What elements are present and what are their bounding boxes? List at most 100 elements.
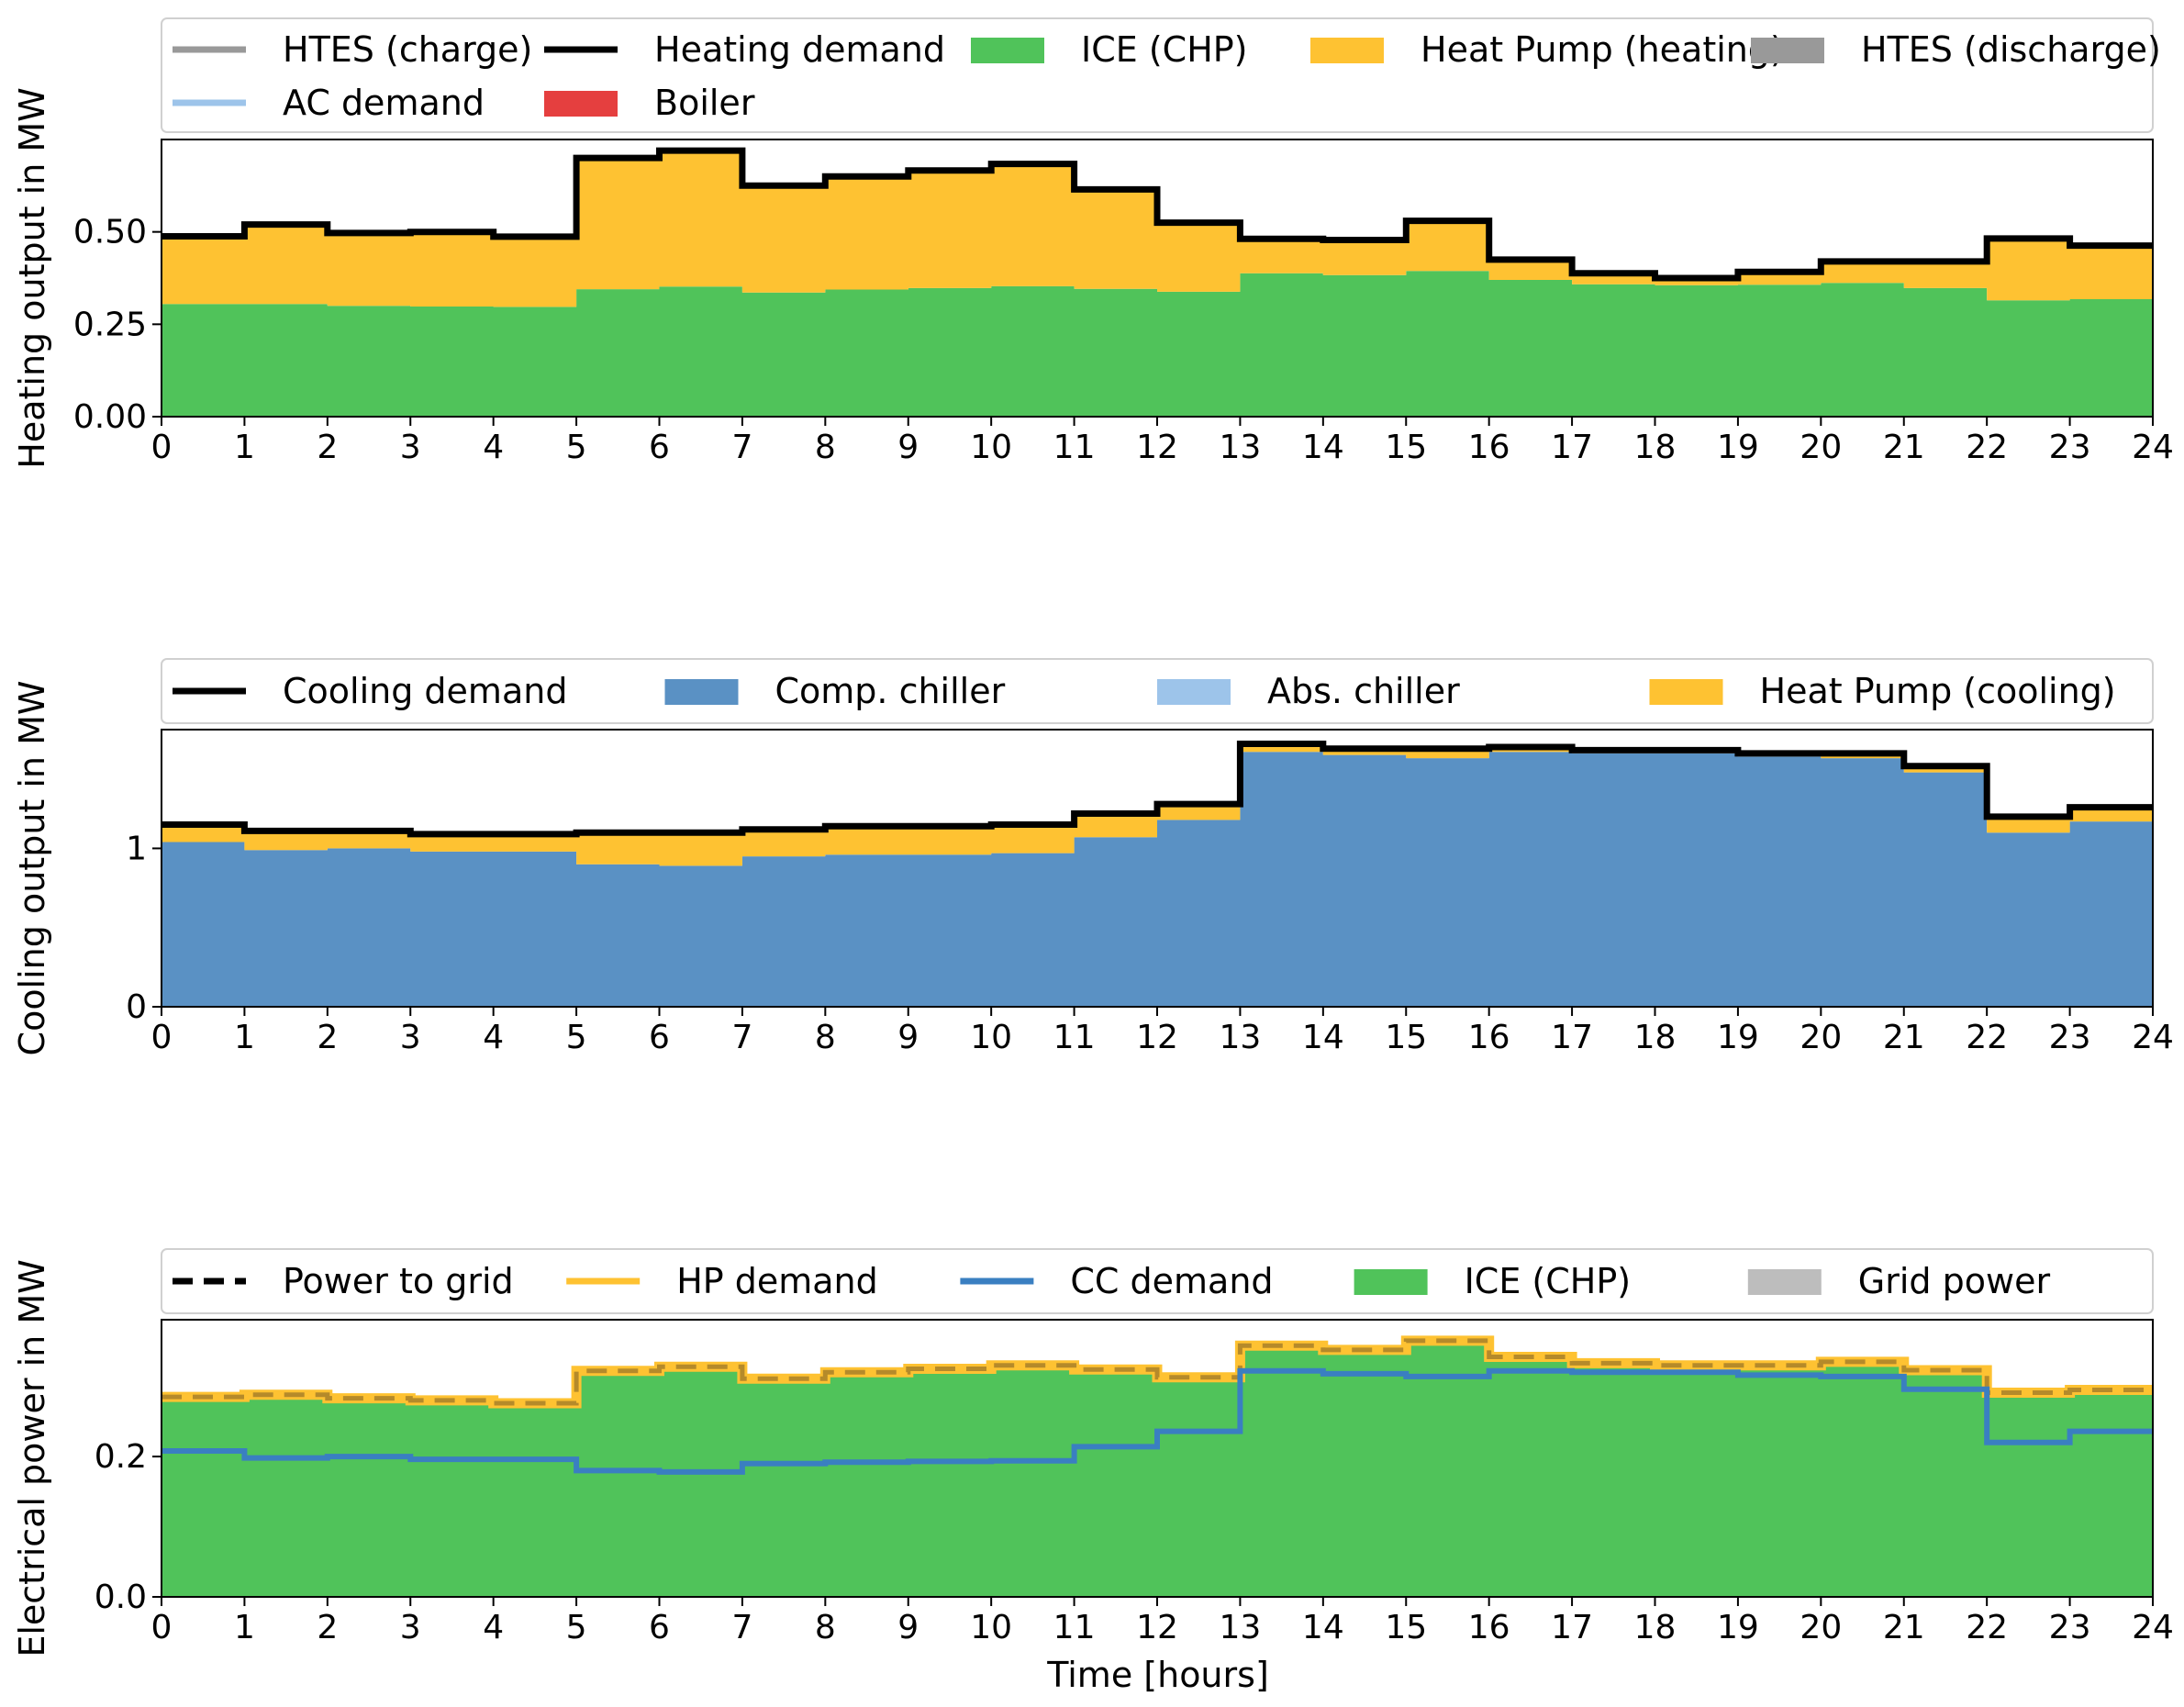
legend-entry: Heat Pump (heating) [1310, 29, 1784, 70]
legend-swatch [1310, 38, 1384, 63]
legend-label: HP demand [676, 1261, 878, 1301]
x-tick-label: 0 [151, 1609, 173, 1646]
legend-label: Grid power [1858, 1261, 2051, 1301]
legend-swatch [664, 679, 739, 705]
x-tick-label: 7 [731, 1609, 752, 1646]
x-tick-label: 5 [566, 1019, 587, 1056]
subplot-2: 0 1 2 3 4 5 6 7 8 9 10 11 12 13 14 15 16 17 18 19 20 21 22 23 24… [12, 658, 2174, 1056]
y-axis-label: Cooling output in MW [12, 681, 52, 1056]
x-tick-label: 12 [1136, 1609, 1178, 1646]
y-tick-label: 0.0 [95, 1579, 147, 1616]
legend-label: ICE (CHP) [1465, 1261, 1632, 1301]
x-tick-label: 24 [2132, 1019, 2174, 1056]
x-tick-label: 2 [317, 1019, 338, 1056]
x-tick-label: 24 [2132, 1609, 2174, 1646]
x-tick-label: 22 [1966, 1019, 2008, 1056]
x-tick-label: 10 [970, 1609, 1012, 1646]
legend-label: Cooling demand [283, 671, 567, 711]
x-tick-label: 5 [566, 1609, 587, 1646]
legend-swatch [1751, 38, 1824, 63]
y-tick-label: 0 [126, 988, 147, 1026]
x-tick-label: 14 [1302, 1019, 1344, 1056]
x-tick-label: 11 [1053, 1609, 1096, 1646]
legend-swatch [1354, 1269, 1428, 1295]
legend-entry: Power to grid [173, 1261, 514, 1301]
x-tick-label: 19 [1717, 1609, 1759, 1646]
x-tick-label: 17 [1551, 429, 1593, 466]
x-tick-label: 23 [2049, 1019, 2091, 1056]
legend-swatch [971, 38, 1044, 63]
legend-swatch [544, 91, 618, 117]
area-ice-chp- [162, 271, 2153, 417]
line-cc-demand [162, 1367, 2153, 1475]
legend-entry: CC demand [960, 1261, 1274, 1301]
x-tick-label: 9 [897, 429, 919, 466]
x-tick-label: 0 [151, 429, 173, 466]
x-tick-label: 1 [234, 429, 255, 466]
x-tick-label: 18 [1634, 429, 1677, 466]
y-axis-label: Electrical power in MW [12, 1259, 52, 1657]
legend-label: ICE (CHP) [1081, 29, 1248, 70]
legend-box [161, 17, 2154, 133]
y-tick-label: 0.00 [73, 398, 147, 436]
legend-label: Power to grid [283, 1261, 514, 1301]
legend-label: CC demand [1070, 1261, 1273, 1301]
x-tick-label: 20 [1800, 1019, 1842, 1056]
legend-label: Boiler [654, 83, 755, 123]
legend-entry: Comp. chiller [664, 671, 1006, 711]
x-tick-label: 8 [815, 1609, 836, 1646]
legend-swatch [1157, 679, 1231, 705]
y-tick-label: 1 [126, 830, 147, 867]
legend-label: HTES (discharge) [1861, 29, 2161, 70]
area-comp-chiller [162, 752, 2153, 1007]
subplot-1: 0 1 2 3 4 5 6 7 8 9 10 11 12 13 14 15 16 17 18 19 20 21 22 23 24… [12, 17, 2174, 469]
legend-entry: Abs. chiller [1157, 671, 1460, 711]
line-power-to-grid [162, 1338, 2153, 1406]
x-tick-label: 10 [970, 1019, 1012, 1056]
x-tick-label: 23 [2049, 1609, 2091, 1646]
x-tick-label: 24 [2132, 429, 2174, 466]
legend-entry: Grid power [1747, 1261, 2051, 1301]
x-tick-label: 10 [970, 429, 1012, 466]
y-tick-label: 0.50 [73, 214, 147, 251]
x-tick-label: 17 [1551, 1609, 1593, 1646]
x-tick-label: 21 [1883, 1609, 1925, 1646]
x-tick-label: 0 [151, 1019, 173, 1056]
x-tick-label: 4 [483, 1019, 504, 1056]
x-tick-label: 16 [1468, 1019, 1510, 1056]
x-tick-label: 12 [1136, 429, 1178, 466]
x-tick-label: 14 [1302, 1609, 1344, 1646]
legend-entry: Cooling demand [173, 671, 567, 711]
x-tick-label: 6 [649, 1019, 670, 1056]
x-tick-label: 1 [234, 1609, 255, 1646]
legend-label: Heating demand [654, 29, 945, 70]
x-tick-label: 8 [815, 1019, 836, 1056]
legend-box [161, 1248, 2154, 1314]
legend-label: Heat Pump (cooling) [1760, 671, 2116, 711]
x-tick-label: 15 [1385, 1019, 1427, 1056]
legend-entry: HTES (discharge) [1751, 29, 2161, 70]
legend-entry: HP demand [566, 1261, 878, 1301]
x-tick-label: 19 [1717, 1019, 1759, 1056]
x-tick-label: 23 [2049, 429, 2091, 466]
x-tick-label: 20 [1800, 1609, 1842, 1646]
legend-entry: Heat Pump (cooling) [1649, 671, 2116, 711]
area-heat-pump-heating- [162, 151, 2153, 307]
legend-swatch [1747, 1269, 1822, 1295]
x-tick-label: 16 [1468, 429, 1510, 466]
legend-label: HTES (charge) [283, 29, 532, 70]
area-ice-chp- [162, 1340, 2153, 1597]
x-tick-label: 13 [1220, 1019, 1262, 1056]
x-tick-label: 21 [1883, 429, 1925, 466]
legend-swatch [1649, 679, 1723, 705]
x-tick-label: 14 [1302, 429, 1344, 466]
y-axis-label: Heating output in MW [12, 87, 52, 468]
x-tick-label: 22 [1966, 1609, 2008, 1646]
legend-entry: ICE (CHP) [971, 29, 1248, 70]
x-tick-label: 8 [815, 429, 836, 466]
x-tick-label: 3 [400, 1019, 421, 1056]
legend-label: Abs. chiller [1267, 671, 1460, 711]
x-tick-label: 12 [1136, 1019, 1178, 1056]
legend-entry: ICE (CHP) [1354, 1261, 1632, 1301]
